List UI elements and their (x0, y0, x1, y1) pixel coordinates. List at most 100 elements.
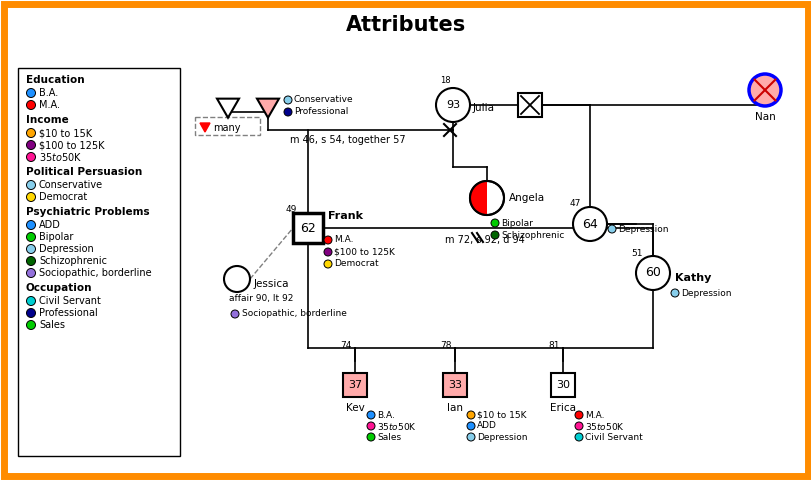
Text: Conservative: Conservative (39, 180, 103, 190)
Circle shape (27, 297, 36, 305)
Text: Schizophrenic: Schizophrenic (39, 256, 107, 266)
Text: Depression: Depression (39, 244, 93, 254)
Circle shape (27, 153, 36, 161)
Text: m 46, s 54, together 57: m 46, s 54, together 57 (290, 135, 406, 145)
Text: M.A.: M.A. (584, 410, 603, 420)
Text: Democrat: Democrat (333, 260, 378, 268)
Text: 78: 78 (440, 341, 451, 350)
Circle shape (284, 108, 292, 116)
Circle shape (27, 321, 36, 329)
Text: Occupation: Occupation (26, 283, 92, 293)
Text: 93: 93 (445, 100, 460, 110)
Text: $100 to 125K: $100 to 125K (333, 248, 394, 256)
Circle shape (224, 266, 250, 292)
Text: ADD: ADD (39, 220, 61, 230)
Text: Erica: Erica (549, 403, 575, 413)
Circle shape (470, 181, 504, 215)
Text: Bipolar: Bipolar (39, 232, 73, 242)
Text: Conservative: Conservative (294, 96, 353, 105)
Bar (293, 213, 323, 243)
Circle shape (574, 411, 582, 419)
Text: 74: 74 (340, 341, 351, 350)
Circle shape (635, 256, 669, 290)
Text: $100 to 125K: $100 to 125K (39, 140, 105, 150)
Text: 47: 47 (569, 200, 581, 208)
Text: m 72, s 92, d 94: m 72, s 92, d 94 (444, 235, 524, 245)
Text: Kev: Kev (345, 403, 364, 413)
Text: 81: 81 (547, 341, 559, 350)
Text: M.A.: M.A. (333, 236, 353, 244)
Text: $35 to $50K: $35 to $50K (39, 151, 82, 163)
Text: 64: 64 (581, 217, 597, 230)
Circle shape (367, 411, 375, 419)
Text: 33: 33 (448, 380, 461, 390)
Bar (195, 117, 260, 135)
Text: ADD: ADD (476, 421, 496, 431)
Bar (443, 373, 466, 397)
Text: many: many (212, 123, 240, 133)
Text: Education: Education (26, 75, 84, 85)
Circle shape (466, 411, 474, 419)
Text: 60: 60 (644, 266, 660, 279)
Text: affair 90, lt 92: affair 90, lt 92 (229, 295, 293, 303)
Text: Civil Servant: Civil Servant (39, 296, 101, 306)
Text: Depression: Depression (476, 432, 527, 442)
Text: Kathy: Kathy (674, 273, 710, 283)
Text: Depression: Depression (617, 225, 667, 233)
Text: 30: 30 (556, 380, 569, 390)
Circle shape (324, 260, 332, 268)
Circle shape (27, 129, 36, 137)
Polygon shape (217, 99, 238, 118)
Text: Professional: Professional (39, 308, 97, 318)
Circle shape (466, 422, 474, 430)
Wedge shape (470, 181, 487, 215)
Circle shape (574, 422, 582, 430)
Circle shape (670, 289, 678, 297)
Circle shape (27, 192, 36, 202)
Text: Schizophrenic: Schizophrenic (500, 230, 564, 240)
Bar (551, 373, 574, 397)
Text: 37: 37 (347, 380, 362, 390)
Text: Democrat: Democrat (39, 192, 87, 202)
Circle shape (27, 88, 36, 97)
Text: $10 to 15K: $10 to 15K (39, 128, 92, 138)
Circle shape (27, 256, 36, 265)
Circle shape (27, 100, 36, 109)
Text: Attributes: Attributes (345, 15, 466, 35)
Text: Sales: Sales (376, 432, 401, 442)
Text: Professional: Professional (294, 108, 348, 117)
Text: Psychiatric Problems: Psychiatric Problems (26, 207, 149, 217)
Text: Jessica: Jessica (254, 279, 290, 289)
Circle shape (27, 220, 36, 229)
Text: $10 to 15K: $10 to 15K (476, 410, 526, 420)
Text: Civil Servant: Civil Servant (584, 432, 642, 442)
Circle shape (367, 433, 375, 441)
Text: 49: 49 (285, 205, 297, 215)
Circle shape (748, 74, 780, 106)
Text: Frank: Frank (328, 211, 363, 221)
Circle shape (574, 433, 582, 441)
Circle shape (466, 433, 474, 441)
Polygon shape (200, 123, 210, 132)
Circle shape (27, 180, 36, 190)
Circle shape (324, 248, 332, 256)
Circle shape (573, 207, 607, 241)
Text: 62: 62 (300, 221, 315, 235)
Circle shape (367, 422, 375, 430)
Bar (18, 68, 180, 456)
Text: Sociopathic, borderline: Sociopathic, borderline (242, 310, 346, 319)
Text: Ian: Ian (446, 403, 462, 413)
Text: Income: Income (26, 115, 69, 125)
Circle shape (491, 231, 499, 239)
Text: Political Persuasion: Political Persuasion (26, 167, 142, 177)
Text: 51: 51 (630, 249, 642, 257)
Bar (342, 373, 367, 397)
Circle shape (230, 310, 238, 318)
Text: B.A.: B.A. (39, 88, 58, 98)
Text: $35 to $50K: $35 to $50K (376, 420, 417, 432)
Text: Bipolar: Bipolar (500, 218, 532, 228)
Circle shape (607, 225, 616, 233)
Text: Nan: Nan (753, 112, 775, 122)
Circle shape (27, 141, 36, 149)
Circle shape (27, 309, 36, 317)
